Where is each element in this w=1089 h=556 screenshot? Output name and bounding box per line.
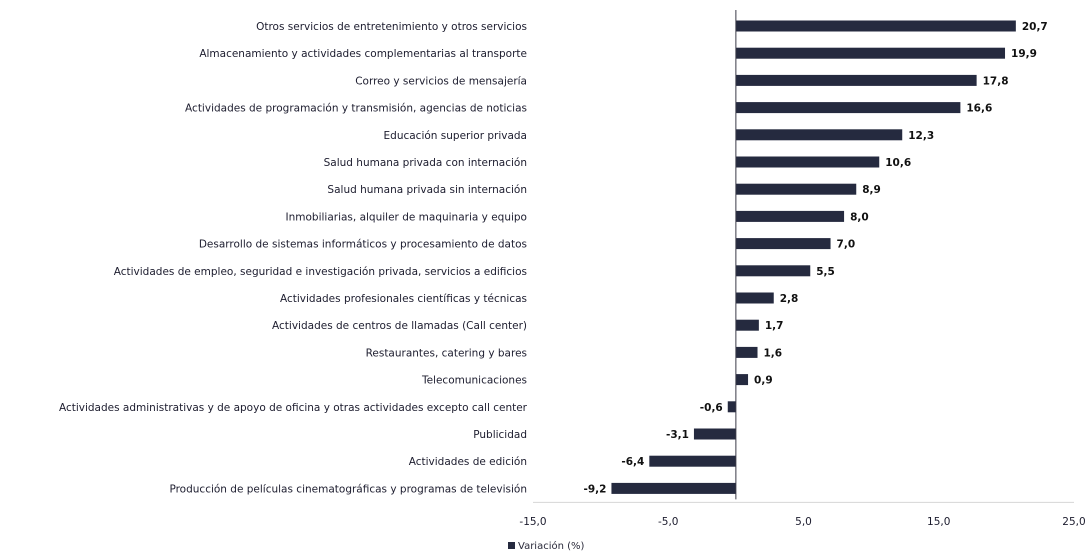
bar [735,319,759,331]
bar [611,482,736,494]
category-label: Publicidad [473,429,527,441]
category-label: Salud humana privada con internación [324,157,527,169]
category-label: Actividades de edición [409,456,527,468]
category-label: Actividades de programación y transmisió… [185,103,527,115]
data-label: 0,9 [754,375,773,387]
category-label: Inmobiliarias, alquiler de maquinaria y … [286,211,528,223]
bar [735,102,961,114]
category-label: Educación superior privada [384,130,527,142]
x-tick-label: 5,0 [795,516,812,528]
x-tick-label: 25,0 [1062,516,1085,528]
data-label: 7,0 [837,239,856,251]
bar [693,428,736,440]
category-label: Desarrollo de sistemas informáticos y pr… [199,239,527,251]
x-tick-label: -5,0 [658,516,679,528]
legend: Variación (%) [508,540,585,552]
bar [735,74,977,86]
data-label: 8,0 [850,211,869,223]
bar [735,265,811,277]
legend-swatch [508,542,515,549]
category-label: Restaurantes, catering y bares [366,347,527,359]
data-label: 19,9 [1011,48,1037,60]
category-label: Salud humana privada sin internación [327,184,527,196]
bars [611,20,1016,494]
data-label: 1,6 [764,347,783,359]
data-label: -0,6 [700,402,723,414]
data-label: 10,6 [885,157,911,169]
bar [735,346,758,358]
data-label: 8,9 [862,184,881,196]
category-label: Actividades profesionales científicas y … [280,293,527,305]
bar [735,183,857,195]
category-label: Correo y servicios de mensajería [355,75,527,87]
category-labels: Otros servicios de entretenimiento y otr… [59,21,528,495]
axes: -15,0 -5,0 5,0 15,0 25,0 [519,10,1086,528]
category-label: Actividades administrativas y de apoyo d… [59,402,528,414]
data-label: 20,7 [1022,21,1048,33]
data-label: 12,3 [908,130,934,142]
legend-label: Variación (%) [518,540,585,552]
data-label: -6,4 [621,456,644,468]
bar [735,292,774,304]
data-label: 5,5 [816,266,835,278]
category-label: Otros servicios de entretenimiento y otr… [256,21,527,33]
bar [735,47,1006,59]
data-label: 16,6 [966,103,992,115]
bar [735,156,880,168]
bar [649,455,736,467]
x-tick-label: -15,0 [519,516,546,528]
bar [735,374,749,386]
data-label: 2,8 [780,293,799,305]
data-label: 1,7 [765,320,784,332]
category-label: Actividades de empleo, seguridad e inves… [114,266,527,278]
category-label: Telecomunicaciones [421,375,527,387]
x-tick-label: 15,0 [927,516,950,528]
bar [727,401,736,413]
bar [735,129,903,141]
bar [735,210,845,222]
category-label: Almacenamiento y actividades complementa… [199,48,527,60]
data-label: -9,2 [583,483,606,495]
data-label: 17,8 [983,75,1009,87]
category-label: Producción de películas cinematográficas… [169,483,527,495]
category-label: Actividades de centros de llamadas (Call… [272,320,527,332]
bar [735,238,831,250]
bar [735,20,1016,32]
value-labels: 20,7 19,9 17,8 16,6 12,3 10,6 8,9 8,0 7,0 5,5 2,8 1… [583,21,1047,495]
data-label: -3,1 [666,429,689,441]
